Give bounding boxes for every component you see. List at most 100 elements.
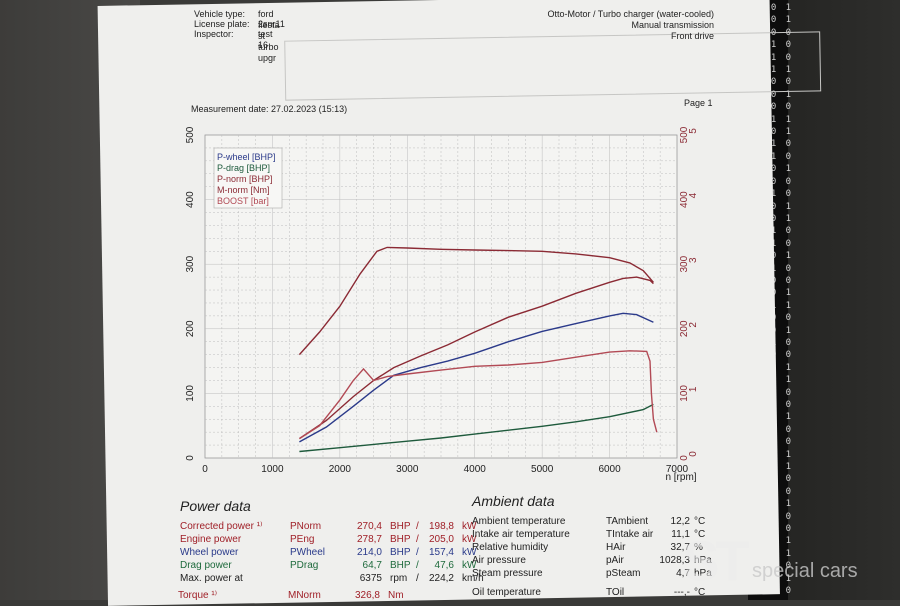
x-axis-label: n [rpm] [665, 472, 696, 483]
series-line-boost [299, 350, 658, 440]
power-label: Wheel power [180, 547, 239, 558]
legend-entry: P-norm [BHP] [217, 174, 273, 184]
ambient-symbol: pSteam [606, 568, 641, 579]
power-kw-unit: kW [462, 547, 477, 558]
y-tick-label-power: 400 [185, 191, 196, 208]
power-symbol: PDrag [290, 560, 319, 571]
vehicle-header: Vehicle type: ford fiesta st turbo upgr … [194, 9, 714, 63]
page-number: Page 1 [684, 98, 713, 108]
torque-value: 326,8 [354, 590, 380, 601]
power-label: Engine power [180, 534, 242, 545]
y-tick-label-power: 500 [185, 126, 196, 143]
y-tick-label-boost: 4 [688, 192, 699, 198]
ambient-unit: % [694, 542, 703, 553]
ambient-row: Relative humidity HAir 32,7 % [472, 541, 703, 554]
y-tick-label-torque: 0 [679, 455, 690, 461]
torque-label: Torque ¹⁾ [178, 590, 218, 601]
y-tick-label-torque: 200 [679, 320, 690, 337]
y-tick-label-boost: 2 [688, 322, 699, 328]
legend-entry: BOOST [bar] [217, 196, 269, 206]
y-tick-label-torque: 300 [679, 255, 690, 272]
ambient-row: Oil temperature TOil ---,- °C [472, 586, 705, 599]
ambient-symbol: TAmbient [606, 516, 649, 527]
series-line-p-drag [299, 403, 654, 453]
y-tick-label-torque: 100 [679, 385, 690, 402]
y-tick-label-power: 300 [185, 255, 196, 272]
y-tick-label-power: 100 [185, 385, 196, 402]
torque-unit: Nm [388, 590, 404, 601]
ambient-row: Air pressure pAir 1028,3 hPa [472, 554, 712, 567]
power-symbol: PEng [290, 534, 315, 545]
ambient-label: Oil temperature [472, 587, 541, 598]
y-tick-label-boost: 5 [688, 128, 699, 134]
y-tick-label-boost: 3 [688, 257, 699, 263]
power-bhp-unit: BHP [390, 534, 411, 545]
watermark-logo: ST [682, 529, 750, 592]
ambient-label: Relative humidity [472, 542, 549, 553]
ambient-value: ---,- [673, 587, 690, 598]
license-plate-label: License plate: [194, 19, 250, 29]
x-tick-label: 3000 [396, 464, 419, 475]
license-plate: 2snr11 [258, 19, 285, 29]
ambient-label: Air pressure [472, 555, 526, 566]
drive-type: Front drive [670, 31, 714, 41]
series-line-m-norm [298, 246, 654, 356]
max-power-speed: 224,2 [428, 573, 454, 584]
ambient-label: Steam pressure [472, 568, 543, 579]
ambient-value: 12,2 [670, 516, 690, 527]
ambient-symbol: TIntake air [606, 529, 654, 540]
transmission-type: Manual transmission [631, 20, 714, 30]
series-line-p-wheel [299, 312, 654, 443]
legend-entry: P-wheel [BHP] [217, 152, 276, 162]
power-bhp: 214,0 [356, 547, 382, 558]
ambient-value: 1028,3 [659, 555, 690, 566]
y-tick-label-power: 200 [185, 320, 196, 337]
vehicle-type-label: Vehicle type: [194, 9, 246, 19]
power-bhp: 64,7 [362, 560, 382, 571]
measurement-date: Measurement date: 27.02.2023 (15:13) [191, 104, 348, 114]
x-tick-label: 6000 [598, 464, 621, 475]
ambient-label: Ambient temperature [472, 516, 566, 527]
power-kw: 157,4 [428, 547, 454, 558]
y-tick-label-boost: 1 [688, 386, 699, 392]
power-kw: 47,6 [434, 560, 454, 571]
ambient-data-title: Ambient data [472, 493, 555, 509]
drivetrain-info: Otto-Motor / Turbo charger (water-cooled… [547, 9, 714, 42]
series-line-p-norm [299, 276, 654, 440]
inspector: test 16 [258, 29, 273, 50]
power-kw: 198,8 [428, 521, 454, 532]
ambient-unit: hPa [694, 568, 712, 579]
chart-legend: P-wheel [BHP]P-drag [BHP]P-norm [BHP]M-n… [213, 147, 283, 209]
ambient-label: Intake air temperature [472, 529, 570, 540]
chart-grid [204, 134, 678, 459]
ambient-unit: hPa [694, 555, 712, 566]
ambient-unit: °C [694, 529, 706, 540]
y-tick-label-torque: 400 [679, 191, 690, 208]
power-symbol: PNorm [290, 521, 322, 532]
engine-type: Otto-Motor / Turbo charger (water-cooled… [547, 9, 714, 19]
power-kw-unit: kW [462, 521, 477, 532]
ambient-row: Steam pressure pSteam 4,7 hPa [472, 567, 712, 580]
inspector-label: Inspector: [194, 29, 234, 39]
power-bhp: 270,4 [356, 521, 382, 532]
power-kw-unit: kW [462, 560, 477, 571]
ambient-symbol: TOil [606, 587, 625, 598]
x-tick-label: 7000 [666, 464, 689, 475]
ambient-unit: °C [694, 516, 706, 527]
legend-entry: M-norm [Nm] [217, 185, 270, 195]
legend-box [213, 147, 283, 209]
power-bhp: 278,7 [356, 534, 382, 545]
x-tick-label: 1000 [261, 464, 284, 475]
x-tick-label: 4000 [464, 464, 487, 475]
ambient-symbol: pAir [606, 555, 624, 566]
power-bhp-unit: BHP [390, 560, 411, 571]
ambient-value: 32,7 [670, 542, 690, 553]
ambient-row: Intake air temperature TIntake air 11,1 … [472, 528, 705, 541]
watermark-text: special cars [752, 560, 858, 582]
max-power-rpm: 6375 [359, 573, 382, 584]
power-kw-unit: kW [462, 534, 477, 545]
vehicle-type: ford fiesta st turbo upgr [258, 9, 280, 63]
ambient-value: 4,7 [676, 568, 690, 579]
